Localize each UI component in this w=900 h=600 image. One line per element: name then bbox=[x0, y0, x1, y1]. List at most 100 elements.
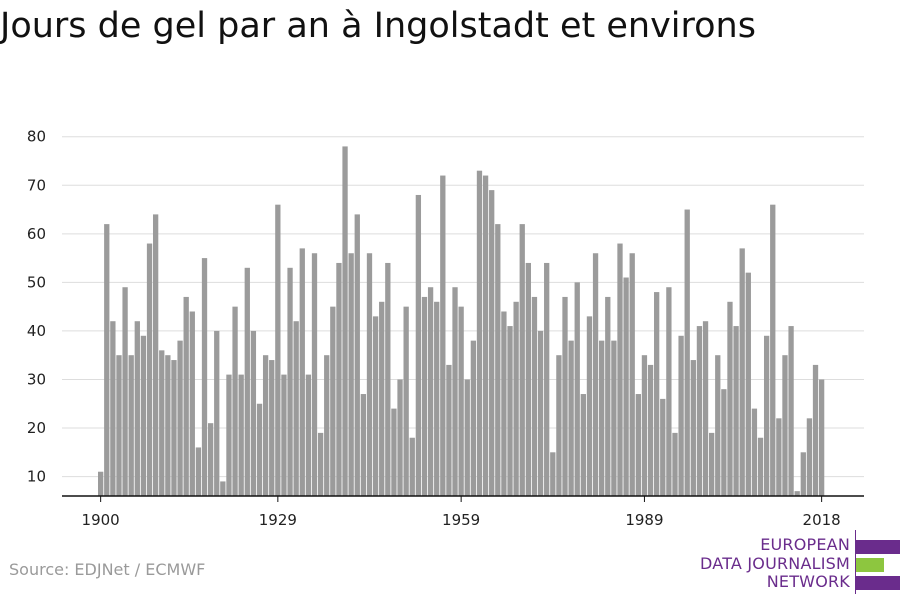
bar-1917[interactable] bbox=[201, 258, 208, 496]
bar-1909[interactable] bbox=[152, 214, 159, 496]
bar-1978[interactable] bbox=[574, 282, 580, 496]
bar-1991[interactable] bbox=[654, 292, 660, 496]
bar-1904[interactable] bbox=[122, 287, 128, 496]
bar-2016[interactable] bbox=[806, 418, 813, 496]
bar-1902[interactable] bbox=[110, 321, 116, 496]
bar-2010[interactable] bbox=[770, 204, 776, 496]
bar-1967[interactable] bbox=[507, 326, 513, 496]
bar-1919[interactable] bbox=[214, 330, 220, 496]
edjnet-logo[interactable]: EUROPEAN DATA JOURNALISM NETWORK bbox=[700, 530, 900, 594]
bar-1908[interactable] bbox=[146, 243, 153, 496]
bar-1960[interactable] bbox=[464, 379, 470, 496]
bar-1923[interactable] bbox=[238, 374, 244, 496]
bar-1900[interactable] bbox=[98, 471, 104, 496]
bar-1948[interactable] bbox=[391, 408, 397, 496]
bar-1954[interactable] bbox=[427, 287, 434, 496]
bar-1926[interactable] bbox=[256, 403, 263, 496]
bar-1974[interactable] bbox=[550, 452, 556, 496]
bar-1977[interactable] bbox=[568, 340, 574, 496]
bar-1941[interactable] bbox=[348, 253, 354, 496]
bar-2004[interactable] bbox=[733, 326, 739, 496]
bar-1958[interactable] bbox=[452, 287, 458, 496]
bar-1961[interactable] bbox=[470, 340, 477, 496]
bar-1905[interactable] bbox=[128, 355, 134, 496]
bar-1946[interactable] bbox=[379, 301, 385, 496]
bar-1957[interactable] bbox=[446, 364, 452, 496]
bar-1927[interactable] bbox=[262, 355, 269, 496]
bar-2011[interactable] bbox=[776, 418, 782, 496]
bar-1976[interactable] bbox=[562, 296, 568, 496]
bar-1981[interactable] bbox=[592, 253, 599, 496]
bar-1945[interactable] bbox=[372, 316, 379, 496]
bar-1912[interactable] bbox=[171, 360, 177, 496]
bar-1944[interactable] bbox=[366, 253, 373, 496]
bar-1940[interactable] bbox=[342, 146, 348, 497]
bar-1985[interactable] bbox=[617, 243, 623, 496]
bar-1950[interactable] bbox=[403, 306, 409, 496]
bar-2006[interactable] bbox=[745, 272, 751, 496]
bar-1911[interactable] bbox=[165, 355, 171, 496]
bar-2015[interactable] bbox=[800, 452, 806, 496]
bar-1935[interactable] bbox=[311, 253, 318, 496]
bar-1988[interactable] bbox=[635, 394, 641, 496]
bar-2008[interactable] bbox=[757, 437, 764, 496]
bar-1939[interactable] bbox=[336, 262, 342, 496]
bar-1993[interactable] bbox=[666, 287, 672, 496]
bar-1999[interactable] bbox=[702, 321, 709, 496]
bar-1962[interactable] bbox=[476, 170, 483, 496]
bar-1925[interactable] bbox=[250, 330, 257, 496]
bar-1936[interactable] bbox=[317, 432, 324, 496]
bar-1943[interactable] bbox=[360, 394, 367, 496]
bar-2001[interactable] bbox=[715, 355, 721, 496]
bar-1972[interactable] bbox=[537, 330, 544, 496]
bar-1910[interactable] bbox=[159, 350, 165, 496]
bar-1920[interactable] bbox=[220, 481, 226, 496]
bar-2018[interactable] bbox=[818, 379, 825, 496]
bar-2014[interactable] bbox=[794, 491, 800, 496]
bar-1982[interactable] bbox=[599, 340, 605, 496]
bar-2007[interactable] bbox=[751, 408, 758, 496]
bar-2002[interactable] bbox=[721, 389, 727, 496]
bar-1975[interactable] bbox=[556, 355, 562, 496]
bar-2017[interactable] bbox=[812, 364, 819, 496]
bar-1983[interactable] bbox=[605, 296, 611, 496]
bar-1966[interactable] bbox=[501, 311, 507, 497]
bar-1987[interactable] bbox=[629, 253, 635, 496]
bar-1934[interactable] bbox=[305, 374, 312, 496]
bar-1989[interactable] bbox=[641, 355, 648, 496]
bar-1986[interactable] bbox=[623, 277, 629, 496]
bar-1956[interactable] bbox=[440, 175, 446, 497]
bar-1959[interactable] bbox=[458, 306, 464, 496]
bar-1914[interactable] bbox=[183, 296, 189, 496]
bar-1938[interactable] bbox=[330, 306, 336, 496]
bar-1949[interactable] bbox=[397, 379, 403, 496]
bar-1970[interactable] bbox=[525, 262, 531, 496]
bar-1963[interactable] bbox=[482, 175, 489, 497]
bar-1964[interactable] bbox=[489, 190, 495, 496]
bar-1971[interactable] bbox=[531, 296, 538, 496]
bar-1994[interactable] bbox=[672, 432, 678, 496]
bar-2012[interactable] bbox=[782, 355, 788, 496]
bar-1990[interactable] bbox=[647, 364, 654, 496]
bar-2005[interactable] bbox=[739, 248, 745, 496]
bar-1992[interactable] bbox=[660, 398, 666, 496]
bar-1952[interactable] bbox=[415, 194, 422, 496]
bar-1918[interactable] bbox=[207, 423, 214, 496]
bar-1953[interactable] bbox=[421, 296, 428, 496]
bar-1998[interactable] bbox=[696, 326, 703, 496]
bar-1969[interactable] bbox=[519, 224, 525, 497]
bar-1906[interactable] bbox=[134, 321, 140, 496]
bar-1942[interactable] bbox=[354, 214, 360, 496]
bar-1995[interactable] bbox=[678, 335, 684, 496]
bar-1947[interactable] bbox=[385, 262, 391, 496]
bar-1916[interactable] bbox=[195, 447, 202, 496]
bar-1915[interactable] bbox=[189, 311, 195, 497]
bar-1929[interactable] bbox=[275, 204, 281, 496]
bar-1997[interactable] bbox=[690, 360, 696, 496]
bar-1924[interactable] bbox=[244, 267, 250, 496]
bar-1928[interactable] bbox=[269, 360, 275, 496]
bar-1901[interactable] bbox=[104, 224, 110, 497]
bar-1913[interactable] bbox=[177, 340, 183, 496]
bar-1984[interactable] bbox=[611, 340, 617, 496]
bar-1973[interactable] bbox=[544, 262, 550, 496]
